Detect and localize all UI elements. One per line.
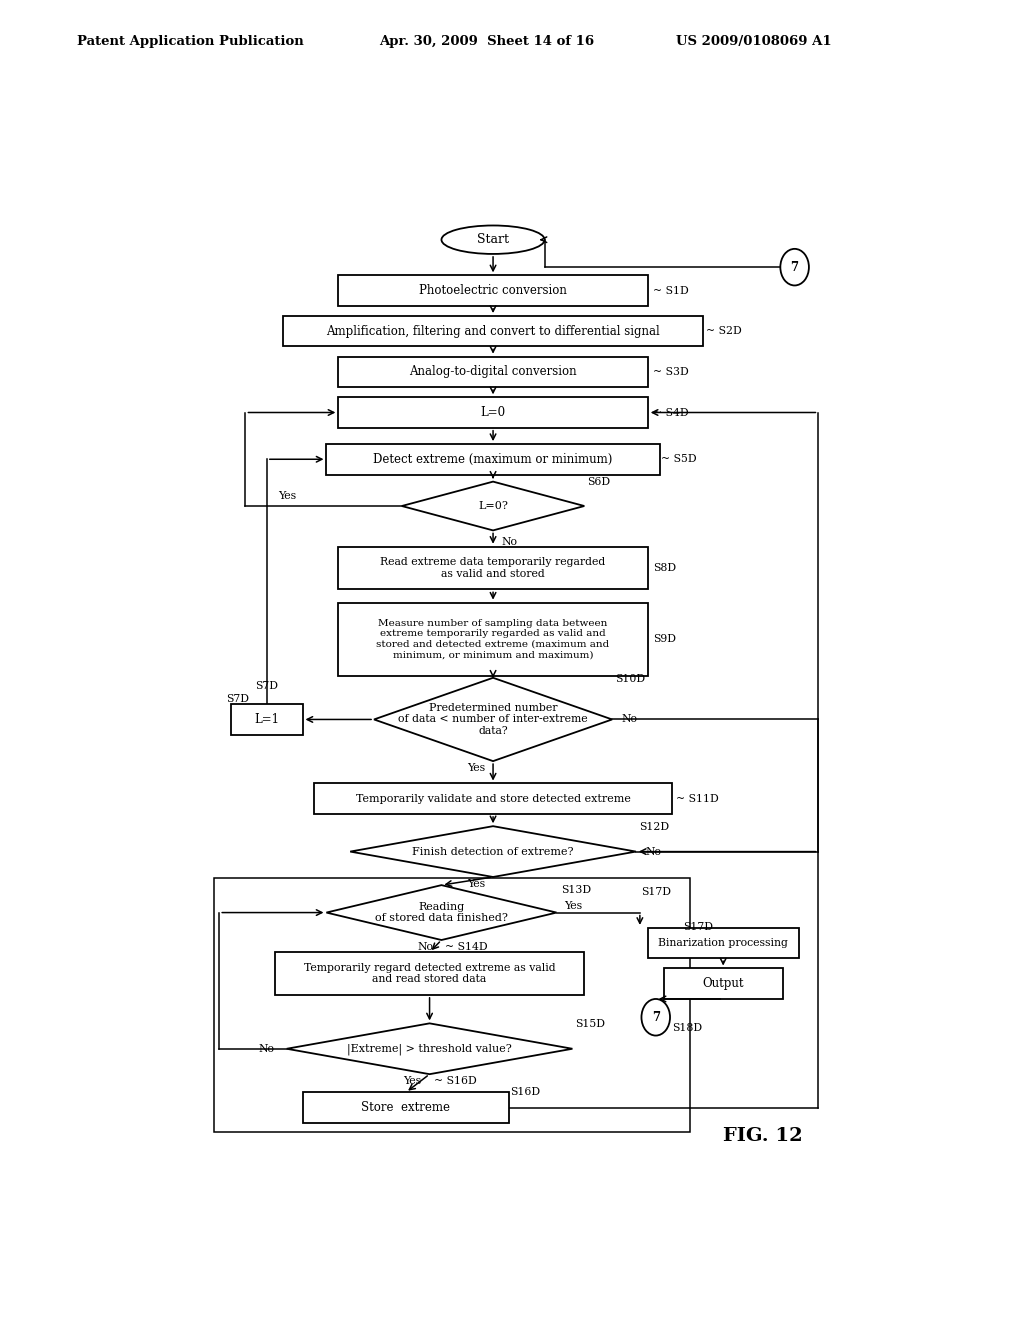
FancyBboxPatch shape: [648, 928, 799, 958]
Text: ~ S16D: ~ S16D: [433, 1076, 476, 1086]
Text: FIG. 12: FIG. 12: [723, 1127, 803, 1146]
Text: Amplification, filtering and convert to differential signal: Amplification, filtering and convert to …: [327, 325, 659, 338]
Text: Yes: Yes: [278, 491, 296, 500]
Text: Output: Output: [702, 977, 744, 990]
Text: S7D: S7D: [255, 681, 279, 690]
Text: Temporarily regard detected extreme as valid
and read stored data: Temporarily regard detected extreme as v…: [304, 962, 555, 985]
Text: ~ S11D: ~ S11D: [676, 793, 718, 804]
Polygon shape: [327, 886, 557, 940]
FancyBboxPatch shape: [274, 952, 585, 995]
FancyBboxPatch shape: [664, 969, 782, 999]
Text: S7D: S7D: [225, 694, 249, 704]
Text: L=1: L=1: [254, 713, 280, 726]
Text: No: No: [645, 846, 662, 857]
Text: US 2009/0108069 A1: US 2009/0108069 A1: [676, 34, 831, 48]
FancyBboxPatch shape: [303, 1093, 509, 1123]
Text: ~ S3D: ~ S3D: [653, 367, 689, 376]
Text: S10D: S10D: [615, 673, 645, 684]
FancyBboxPatch shape: [327, 444, 659, 474]
Text: S15D: S15D: [575, 1019, 605, 1030]
Text: S6D: S6D: [587, 477, 610, 487]
Text: Yes: Yes: [564, 902, 583, 912]
Circle shape: [641, 999, 670, 1036]
Text: S16D: S16D: [511, 1088, 541, 1097]
FancyBboxPatch shape: [283, 315, 703, 346]
Text: Apr. 30, 2009  Sheet 14 of 16: Apr. 30, 2009 Sheet 14 of 16: [379, 34, 594, 48]
FancyBboxPatch shape: [338, 602, 648, 676]
Polygon shape: [374, 677, 612, 762]
Text: No: No: [501, 536, 517, 546]
Ellipse shape: [441, 226, 545, 253]
Polygon shape: [287, 1023, 572, 1074]
Text: Measure number of sampling data between
extreme temporarily regarded as valid an: Measure number of sampling data between …: [377, 619, 609, 659]
FancyBboxPatch shape: [338, 356, 648, 387]
Text: ~ S4D: ~ S4D: [653, 408, 689, 417]
Text: No: No: [418, 942, 433, 952]
Polygon shape: [350, 826, 636, 876]
Text: ~ S14D: ~ S14D: [445, 942, 488, 952]
Text: S8D: S8D: [653, 564, 677, 573]
Text: Analog-to-digital conversion: Analog-to-digital conversion: [410, 366, 577, 379]
FancyBboxPatch shape: [231, 704, 303, 735]
Text: 7: 7: [791, 260, 799, 273]
Text: ~ S2D: ~ S2D: [706, 326, 741, 337]
Text: Yes: Yes: [467, 763, 485, 774]
Text: Temporarily validate and store detected extreme: Temporarily validate and store detected …: [355, 793, 631, 804]
FancyBboxPatch shape: [338, 397, 648, 428]
Text: L=0: L=0: [480, 407, 506, 418]
Text: S17D: S17D: [684, 921, 714, 932]
Text: Finish detection of extreme?: Finish detection of extreme?: [413, 846, 573, 857]
Text: No: No: [622, 714, 638, 725]
Text: Detect extreme (maximum or minimum): Detect extreme (maximum or minimum): [374, 453, 612, 466]
Text: Yes: Yes: [403, 1076, 422, 1086]
FancyBboxPatch shape: [338, 276, 648, 306]
Text: S18D: S18D: [673, 1023, 702, 1034]
Text: ~ S5D: ~ S5D: [662, 454, 697, 465]
Text: Patent Application Publication: Patent Application Publication: [77, 34, 303, 48]
Text: 7: 7: [651, 1011, 659, 1024]
Text: Start: Start: [477, 234, 509, 247]
Text: Yes: Yes: [467, 879, 485, 890]
Text: Predetermined number
of data < number of inter-extreme
data?: Predetermined number of data < number of…: [398, 702, 588, 737]
Text: S17D: S17D: [641, 887, 672, 898]
Text: Read extreme data temporarily regarded
as valid and stored: Read extreme data temporarily regarded a…: [381, 557, 605, 578]
Text: Photoelectric conversion: Photoelectric conversion: [419, 284, 567, 297]
Text: Binarization processing: Binarization processing: [658, 939, 788, 948]
FancyBboxPatch shape: [314, 784, 672, 814]
Text: S9D: S9D: [653, 634, 677, 644]
FancyBboxPatch shape: [338, 546, 648, 589]
Text: L=0?: L=0?: [478, 502, 508, 511]
Circle shape: [780, 249, 809, 285]
Text: S12D: S12D: [639, 822, 670, 832]
Text: S13D: S13D: [561, 886, 592, 895]
Text: Reading
of stored data finished?: Reading of stored data finished?: [375, 902, 508, 924]
Text: Store  extreme: Store extreme: [361, 1101, 451, 1114]
Polygon shape: [401, 482, 585, 531]
Text: |Extreme| > threshold value?: |Extreme| > threshold value?: [347, 1043, 512, 1055]
Text: No: No: [259, 1044, 274, 1053]
Text: ~ S1D: ~ S1D: [653, 285, 689, 296]
